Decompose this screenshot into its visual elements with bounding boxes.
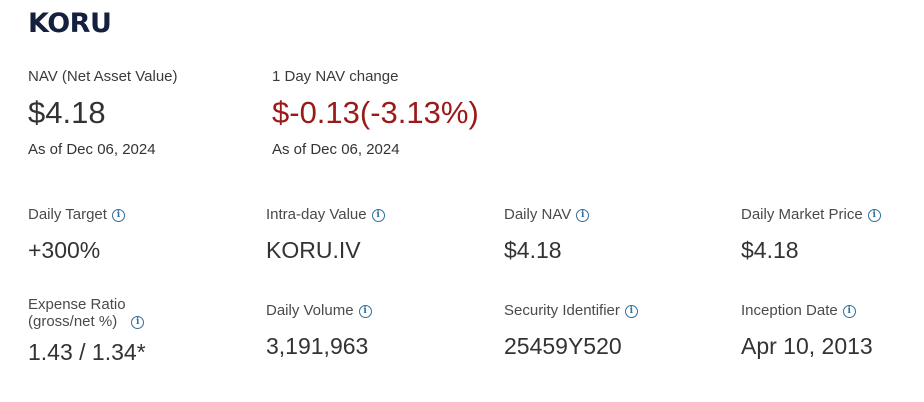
nav-section: NAV (Net Asset Value) $4.18 As of Dec 06… xyxy=(28,68,178,158)
metric-label: Expense Ratio (gross/net %) i xyxy=(28,296,146,330)
metric-label: Daily NAV xyxy=(504,206,572,223)
metric-label: Daily Volume xyxy=(266,302,354,319)
info-icon[interactable]: i xyxy=(131,316,145,329)
metric-value: 3,191,963 xyxy=(266,333,369,359)
metric-value: KORU.IV xyxy=(266,237,361,263)
metric-label: Security Identifier xyxy=(504,302,620,319)
info-icon[interactable]: i xyxy=(576,209,590,222)
metric-inception-date: Inception Date i Apr 10, 2013 xyxy=(741,302,873,360)
metric-daily-market-price: Daily Market Price i $4.18 xyxy=(741,206,881,264)
metric-label-line1: Expense Ratio xyxy=(28,296,126,313)
nav-value: $4.18 xyxy=(28,95,106,130)
nav-label: NAV (Net Asset Value) xyxy=(28,68,178,85)
metric-label: Daily Target xyxy=(28,206,107,223)
info-icon[interactable]: i xyxy=(358,305,372,318)
fund-ticker-title: KORU xyxy=(28,8,112,39)
nav-change-section: 1 Day NAV change $-0.13(-3.13%) As of De… xyxy=(272,68,479,158)
metric-intraday-value: Intra-day Value i KORU.IV xyxy=(266,206,385,264)
metric-daily-nav: Daily NAV i $4.18 xyxy=(504,206,590,264)
nav-change-label: 1 Day NAV change xyxy=(272,68,399,85)
info-icon[interactable]: i xyxy=(867,209,881,222)
metric-label-line2: (gross/net %) xyxy=(28,313,118,330)
nav-as-of: As of Dec 06, 2024 xyxy=(28,141,156,158)
metric-expense-ratio: Expense Ratio (gross/net %) i 1.43 / 1.34… xyxy=(28,296,146,366)
metric-value: $4.18 xyxy=(504,237,562,263)
metric-label: Daily Market Price xyxy=(741,206,863,223)
metric-security-identifier: Security Identifier i 25459Y520 xyxy=(504,302,638,360)
metric-value: 25459Y520 xyxy=(504,333,622,359)
metric-value: 1.43 / 1.34* xyxy=(28,339,146,365)
info-icon[interactable]: i xyxy=(624,305,638,318)
info-icon[interactable]: i xyxy=(842,305,856,318)
nav-change-as-of: As of Dec 06, 2024 xyxy=(272,141,400,158)
metric-daily-target: Daily Target i +300% xyxy=(28,206,125,264)
metric-value: Apr 10, 2013 xyxy=(741,333,873,359)
metric-daily-volume: Daily Volume i 3,191,963 xyxy=(266,302,372,360)
metric-label: Inception Date xyxy=(741,302,838,319)
metric-label: Intra-day Value xyxy=(266,206,367,223)
nav-change-value: $-0.13(-3.13%) xyxy=(272,95,479,130)
metric-value: $4.18 xyxy=(741,237,799,263)
metric-value: +300% xyxy=(28,237,101,263)
info-icon[interactable]: i xyxy=(371,209,385,222)
info-icon[interactable]: i xyxy=(111,209,125,222)
